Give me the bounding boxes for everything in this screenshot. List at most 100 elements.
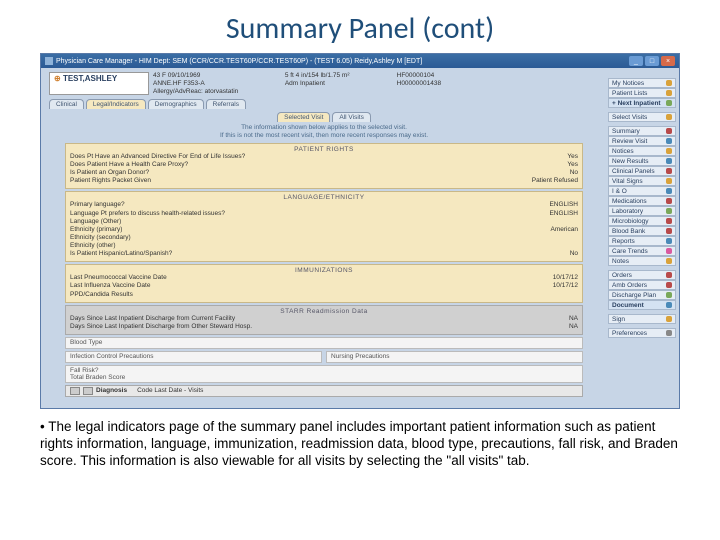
sidebar-item[interactable]: Medications (608, 196, 676, 206)
label: Ethnicity (secondary) (70, 234, 131, 242)
content-area: TEST,ASHLEY 43 F 09/10/1969 ANNE.HF F353… (41, 68, 605, 408)
sidebar-item[interactable]: Notes (608, 256, 676, 266)
sidebar-item-icon (666, 292, 672, 298)
value: 10/17/12 (545, 282, 578, 290)
label: Does Patient Have a Health Care Proxy? (70, 161, 188, 169)
maximize-button[interactable]: □ (645, 56, 659, 66)
sidebar-item-icon (666, 188, 672, 194)
tab-selected-visit[interactable]: Selected Visit (277, 112, 330, 122)
patient-name[interactable]: TEST,ASHLEY (49, 72, 149, 95)
row-diagnosis[interactable]: Diagnosis Code Last Date - Visits (65, 385, 583, 397)
sidebar-item-icon (666, 178, 672, 184)
close-button[interactable]: × (661, 56, 675, 66)
sidebar-item-label: Reports (612, 238, 635, 245)
patient-id1: HF00000104 (397, 72, 441, 80)
label: Last Influenza Vaccine Date (70, 282, 150, 290)
sidebar-item-label: Blood Bank (612, 228, 645, 235)
row-nursing-precautions: Nursing Precautions (326, 351, 583, 363)
sidebar-item[interactable]: Patient Lists (608, 88, 676, 98)
tab-referrals[interactable]: Referrals (206, 99, 246, 109)
tab-legal[interactable]: Legal/Indicators (86, 99, 146, 109)
sidebar-item[interactable]: Orders (608, 270, 676, 280)
slide-title: Summary Panel (cont) (0, 0, 720, 53)
label: Blood Type (70, 339, 102, 346)
data-row: Does Patient Have a Health Care Proxy?Ye… (70, 161, 578, 169)
sidebar-item[interactable]: My Notices (608, 78, 676, 88)
sidebar-item[interactable]: I & O (608, 186, 676, 196)
sidebar-item[interactable]: New Results (608, 156, 676, 166)
sidebar-item-label: Amb Orders (612, 282, 647, 289)
app-window: Physician Care Manager - HIM Dept: SEM (… (40, 53, 680, 409)
sidebar-item[interactable]: Care Trends (608, 246, 676, 256)
row-fall-braden: Fall Risk? Total Braden Score (65, 365, 583, 383)
sidebar-item[interactable]: Vital Signs (608, 176, 676, 186)
sidebar-item[interactable]: Microbiology (608, 216, 676, 226)
tab-all-visits[interactable]: All Visits (332, 112, 370, 122)
sidebar-item[interactable]: Discharge Plan (608, 290, 676, 300)
section-title: IMMUNIZATIONS (70, 267, 578, 274)
expand-icon[interactable] (70, 387, 80, 395)
value (570, 242, 578, 250)
sidebar-item-icon (666, 218, 672, 224)
value: No (562, 169, 578, 177)
value: Yes (559, 153, 578, 161)
sidebar-item[interactable]: Document (608, 300, 676, 310)
sidebar-item-icon (666, 208, 672, 214)
data-row: Last Influenza Vaccine Date 10/17/12 (70, 282, 578, 290)
data-row: PPD/Candida Results (70, 291, 578, 299)
sidebar-item-label: Patient Lists (612, 90, 647, 97)
minimize-button[interactable]: _ (629, 56, 643, 66)
data-row: Is Patient Hispanic/Latino/Spanish?No (70, 250, 578, 258)
sidebar-item-icon (666, 198, 672, 204)
sidebar-item[interactable]: Blood Bank (608, 226, 676, 236)
value: American (543, 226, 578, 234)
sidebar-item[interactable]: Review Visit (608, 136, 676, 146)
row-blood-type: Blood Type (65, 337, 583, 349)
sidebar-item-label: Microbiology (612, 218, 649, 225)
data-row: Days Since Last Inpatient Discharge from… (70, 323, 578, 331)
sidebar-item[interactable]: Laboratory (608, 206, 676, 216)
data-row: Ethnicity (secondary) (70, 234, 578, 242)
sidebar-item-label: Clinical Panels (612, 168, 655, 175)
label: Ethnicity (primary) (70, 226, 122, 234)
sidebar-item-icon (666, 168, 672, 174)
sidebar-item-label: Preferences (612, 330, 647, 337)
slide-bullet: • The legal indicators page of the summa… (40, 419, 680, 470)
sidebar-item[interactable]: Select Visits (608, 112, 676, 122)
label: Infection Control Precautions (70, 353, 153, 360)
sidebar-item[interactable]: Preferences (608, 328, 676, 338)
label: Is Patient Hispanic/Latino/Spanish? (70, 250, 172, 258)
sidebar-item-icon (666, 302, 672, 308)
value (570, 291, 578, 299)
sidebar-item[interactable]: Sign (608, 314, 676, 324)
value: ENGLISH (541, 201, 578, 209)
data-row: Primary language?ENGLISH (70, 201, 578, 209)
value (570, 234, 578, 242)
sidebar-item[interactable]: + Next Inpatient (608, 98, 676, 108)
sidebar: My NoticesPatient Lists+ Next Inpatient … (605, 68, 679, 408)
sidebar-item-label: Review Visit (612, 138, 647, 145)
value: NA (561, 315, 578, 323)
tab-clinical[interactable]: Clinical (49, 99, 84, 109)
label: Language Pt prefers to discuss health-re… (70, 210, 225, 218)
diagnosis-cols: Code Last Date - Visits (137, 387, 203, 394)
sidebar-item[interactable]: Reports (608, 236, 676, 246)
sidebar-item-label: My Notices (612, 80, 644, 87)
sidebar-item-icon (666, 158, 672, 164)
sidebar-item-icon (666, 128, 672, 134)
tab-demographics[interactable]: Demographics (148, 99, 204, 109)
info-note: The information shown below applies to t… (49, 124, 599, 140)
sidebar-item-icon (666, 90, 672, 96)
sidebar-item[interactable]: Summary (608, 126, 676, 136)
sidebar-item[interactable]: Notices (608, 146, 676, 156)
collapse-icon[interactable] (83, 387, 93, 395)
sidebar-item-label: Notes (612, 258, 629, 265)
sidebar-item[interactable]: Clinical Panels (608, 166, 676, 176)
sidebar-item-label: New Results (612, 158, 648, 165)
sidebar-item[interactable]: Amb Orders (608, 280, 676, 290)
sidebar-item-label: Vital Signs (612, 178, 643, 185)
value: NA (561, 323, 578, 331)
value: Patient Refused (524, 177, 578, 185)
patient-status: Adm Inpatient (285, 80, 395, 88)
value (570, 218, 578, 226)
